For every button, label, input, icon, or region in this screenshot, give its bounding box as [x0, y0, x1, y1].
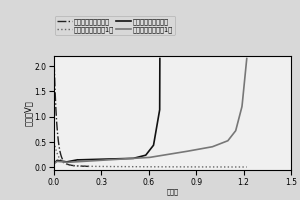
Y-axis label: 电压（V）: 电压（V） [24, 100, 33, 126]
X-axis label: 比容量: 比容量 [167, 188, 178, 195]
Legend: 首次放电（对照组）, 首次放电（实施例1）, 首次充电（对照组）, 首次充电（实施例1）: 首次放电（对照组）, 首次放电（实施例1）, 首次充电（对照组）, 首次充电（实… [55, 16, 175, 35]
